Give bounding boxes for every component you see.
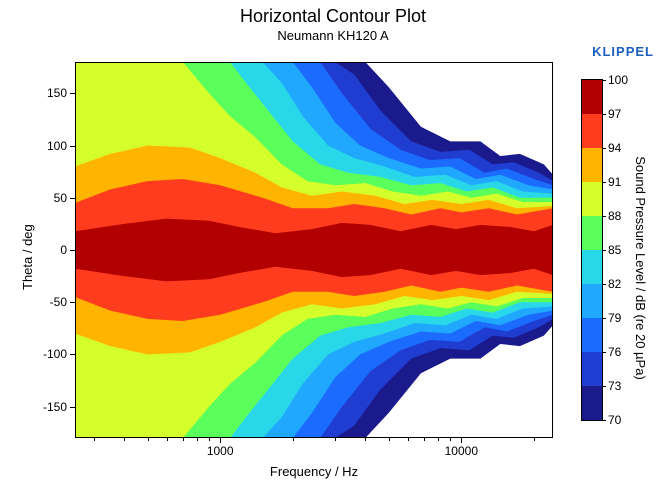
y-tick (70, 407, 75, 408)
x-minor-tick (148, 438, 149, 441)
x-minor-tick (124, 438, 125, 441)
colorbar-tick (602, 148, 606, 149)
colorbar-segment (582, 216, 602, 250)
x-minor-tick (197, 438, 198, 441)
colorbar-tick-label: 79 (608, 311, 621, 325)
y-tick (70, 354, 75, 355)
y-axis-label: Theta / deg (20, 224, 35, 290)
colorbar-tick-label: 70 (608, 413, 621, 427)
colorbar-segment (582, 352, 602, 386)
x-tick-label: 10000 (431, 444, 491, 458)
colorbar-label: Sound Pressure Level / dB (re 20 µPa) (633, 98, 648, 438)
y-tick-label: 100 (27, 139, 67, 153)
x-tick (461, 438, 462, 443)
colorbar-tick-label: 88 (608, 209, 621, 223)
colorbar-segment (582, 182, 602, 216)
colorbar-segment (582, 114, 602, 148)
x-minor-tick (183, 438, 184, 441)
colorbar-segment (582, 284, 602, 318)
colorbar-tick (602, 114, 606, 115)
colorbar-tick-label: 82 (608, 277, 621, 291)
x-axis-label: Frequency / Hz (75, 464, 553, 479)
y-tick-label: 0 (27, 243, 67, 257)
colorbar-segment (582, 318, 602, 352)
colorbar-tick (602, 352, 606, 353)
x-tick-label: 1000 (190, 444, 250, 458)
y-tick-label: -150 (27, 400, 67, 414)
x-minor-tick (335, 438, 336, 441)
x-minor-tick (94, 438, 95, 441)
colorbar: 70737679828588919497100 (582, 80, 602, 420)
y-tick (70, 146, 75, 147)
y-tick (70, 198, 75, 199)
x-tick (220, 438, 221, 443)
contour-plot (75, 62, 553, 438)
x-minor-tick (167, 438, 168, 441)
x-minor-tick (450, 438, 451, 441)
colorbar-tick (602, 182, 606, 183)
colorbar-tick (602, 386, 606, 387)
chart-subtitle: Neumann KH120 A (0, 28, 666, 43)
y-tick-label: 150 (27, 86, 67, 100)
y-tick (70, 93, 75, 94)
colorbar-tick (602, 284, 606, 285)
colorbar-tick-label: 73 (608, 379, 621, 393)
x-minor-tick (438, 438, 439, 441)
x-minor-tick (365, 438, 366, 441)
colorbar-tick-label: 100 (608, 73, 628, 87)
y-tick-label: -100 (27, 347, 67, 361)
x-minor-tick (209, 438, 210, 441)
y-tick-label: 50 (27, 191, 67, 205)
colorbar-segment (582, 386, 602, 420)
contour-svg (75, 62, 553, 438)
colorbar-tick-label: 91 (608, 175, 621, 189)
colorbar-segment (582, 148, 602, 182)
colorbar-tick-label: 94 (608, 141, 621, 155)
colorbar-tick (602, 250, 606, 251)
y-tick (70, 250, 75, 251)
colorbar-segment (582, 80, 602, 114)
y-tick (70, 302, 75, 303)
colorbar-tick-label: 85 (608, 243, 621, 257)
colorbar-tick (602, 318, 606, 319)
x-minor-tick (534, 438, 535, 441)
x-minor-tick (293, 438, 294, 441)
chart-title: Horizontal Contour Plot (0, 6, 666, 27)
colorbar-tick-label: 76 (608, 345, 621, 359)
x-minor-tick (408, 438, 409, 441)
colorbar-tick (602, 420, 606, 421)
colorbar-segment (582, 250, 602, 284)
colorbar-tick (602, 80, 606, 81)
colorbar-tick (602, 216, 606, 217)
brand-label: KLIPPEL (592, 44, 654, 59)
x-minor-tick (424, 438, 425, 441)
y-tick-label: -50 (27, 295, 67, 309)
colorbar-tick-label: 97 (608, 107, 621, 121)
x-minor-tick (389, 438, 390, 441)
